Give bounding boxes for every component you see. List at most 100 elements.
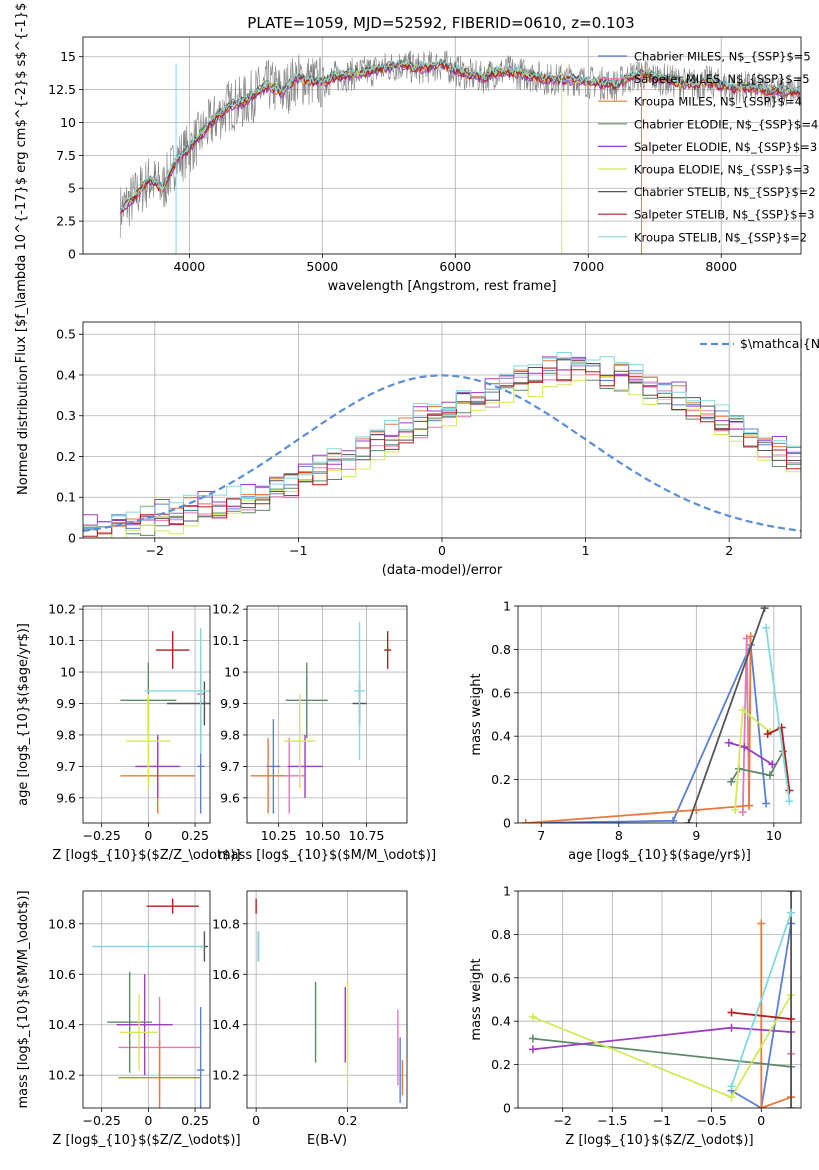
x-axis-label: wavelength [Angstrom, rest frame] <box>328 279 557 294</box>
y-tick-label: 10.8 <box>48 916 76 931</box>
y-tick-label: 0.4 <box>491 729 511 744</box>
weight_vs_Z-frame <box>517 890 802 1109</box>
y-tick-label: 5 <box>68 181 76 196</box>
y-tick-label: 0.2 <box>56 449 76 464</box>
weight_vs_Z-plot-area <box>518 891 801 1108</box>
x-axis-label: Z [log$_{10}$($Z/Z_\odot$)] <box>52 1133 240 1148</box>
weight-marker <box>787 1104 796 1108</box>
histogram-step <box>83 352 801 528</box>
weight-marker <box>528 1034 537 1043</box>
age_vs_mass-plot-area <box>247 606 407 823</box>
x-tick-label: 5000 <box>306 259 338 274</box>
weight-marker <box>727 1008 736 1017</box>
y-tick-label: 12.5 <box>48 82 76 97</box>
y-tick-label: 1 <box>503 884 511 899</box>
legend-label: Salpeter STELIB, N$_{SSP}$=3 <box>634 208 815 222</box>
y-tick-label: 9.7 <box>56 759 76 774</box>
weight-marker <box>731 805 740 814</box>
x-axis-label: (data-model)/error <box>382 563 503 578</box>
y-axis-label: mass weight <box>469 673 484 755</box>
weight-marker <box>762 799 771 808</box>
x-tick-label: 4000 <box>173 259 205 274</box>
weight-marker <box>738 808 747 817</box>
y-axis-label: age [log$_{10}$($age/yr$)] <box>16 623 31 806</box>
weight-marker <box>528 1012 537 1021</box>
x-tick-label: −0.25 <box>83 828 121 843</box>
weight-marker <box>745 801 754 810</box>
age_vs_Z-plot-area <box>83 606 210 823</box>
y-tick-label: 9.8 <box>56 727 76 742</box>
y-tick-label: 0.6 <box>491 970 511 985</box>
y-axis-label: Normed distribution <box>16 365 31 495</box>
spectrum-plot-area <box>83 37 801 254</box>
weight-line <box>525 636 752 823</box>
y-tick-label: 0.4 <box>56 367 76 382</box>
panel-age_vs_Z: −0.25 0 0.25 9.6 9.7 9.8 9.9 10 10.1 10.2 Z [log$_… <box>16 602 241 863</box>
legend-label: Kroupa MILES, N$_{SSP}$=4 <box>634 95 802 109</box>
x-tick-label: 0 <box>144 828 152 843</box>
y-tick-label: 0.8 <box>491 927 511 942</box>
weight-marker <box>684 819 693 823</box>
y-tick-label: 0 <box>68 247 76 262</box>
weight-marker <box>669 816 678 823</box>
weight_vs_age-frame <box>517 605 802 824</box>
y-tick-label: 0.2 <box>491 772 511 787</box>
y-tick-label: 10.1 <box>212 633 240 648</box>
y-tick-label: 10.4 <box>212 1017 240 1032</box>
weight-line <box>765 627 791 802</box>
weight-marker <box>738 706 747 715</box>
x-tick-label: 10.75 <box>349 828 385 843</box>
y-tick-label: 1 <box>503 599 511 614</box>
histogram-step <box>83 365 801 538</box>
y-tick-label: 10.2 <box>212 1068 240 1083</box>
weight-line <box>730 912 792 1087</box>
weight-marker <box>763 730 772 739</box>
weight-line <box>687 607 766 823</box>
x-tick-label: 0 <box>144 1113 152 1128</box>
x-tick-label: 1 <box>582 543 590 558</box>
y-tick-label: 10 <box>224 665 240 680</box>
y-tick-label: 0 <box>503 816 511 831</box>
y-tick-label: 10.2 <box>48 1068 76 1083</box>
x-tick-label: 0 <box>252 1113 260 1128</box>
weight-marker <box>768 760 777 769</box>
y-tick-label: 10 <box>60 115 76 130</box>
residuals-plot-area <box>83 322 801 538</box>
panel-mass_vs_Z: −0.25 0 0.25 10.2 10.4 10.6 10.8 Z [log$_{10}$(… <box>16 890 241 1148</box>
weight-marker <box>740 743 749 752</box>
y-tick-label: 0.4 <box>491 1014 511 1029</box>
x-tick-label: 0.25 <box>181 1113 209 1128</box>
histogram-step <box>83 362 801 536</box>
y-tick-label: 10.6 <box>212 967 240 982</box>
weight-marker <box>521 819 530 823</box>
legend-label: Kroupa ELODIE, N$_{SSP}$=3 <box>634 163 810 177</box>
y-tick-label: 10 <box>60 665 76 680</box>
weight_vs_age-plot-area <box>518 606 801 823</box>
x-tick-label: −2 <box>146 543 164 558</box>
x-axis-label: Z [log$_{10}$($Z/Z_\odot$)] <box>565 1133 753 1148</box>
legend-label: Chabrier MILES, N$_{SSP}$=5 <box>634 50 811 64</box>
weight-marker <box>727 777 736 786</box>
weight-marker <box>724 738 733 747</box>
weight-marker <box>757 1104 766 1108</box>
y-axis-label: Flux [$f_\lambda 10^{-17}$ erg cm$^{-2}$… <box>14 0 29 363</box>
y-tick-label: 9.9 <box>56 696 76 711</box>
y-tick-label: 0.8 <box>491 642 511 657</box>
weight-line <box>728 741 773 766</box>
weight-marker <box>762 623 771 632</box>
weight-marker <box>787 891 796 895</box>
x-tick-label: 10.50 <box>305 828 341 843</box>
weight-marker <box>727 1093 736 1102</box>
y-tick-label: 10.2 <box>48 602 76 617</box>
mass_vs_ebv-plot-area <box>247 891 407 1108</box>
x-tick-label: 0.25 <box>181 828 209 843</box>
weight-line <box>760 923 792 1108</box>
y-tick-label: 0.2 <box>491 1057 511 1072</box>
y-tick-label: 2.5 <box>56 214 76 229</box>
legend-label: Salpeter MILES, N$_{SSP}$=5 <box>634 72 810 86</box>
x-tick-label: −1 <box>289 543 307 558</box>
x-tick-label: −0.25 <box>83 1113 121 1128</box>
x-tick-label: 8 <box>615 828 623 843</box>
weight-line <box>532 1037 792 1068</box>
weight-marker <box>727 1082 736 1091</box>
